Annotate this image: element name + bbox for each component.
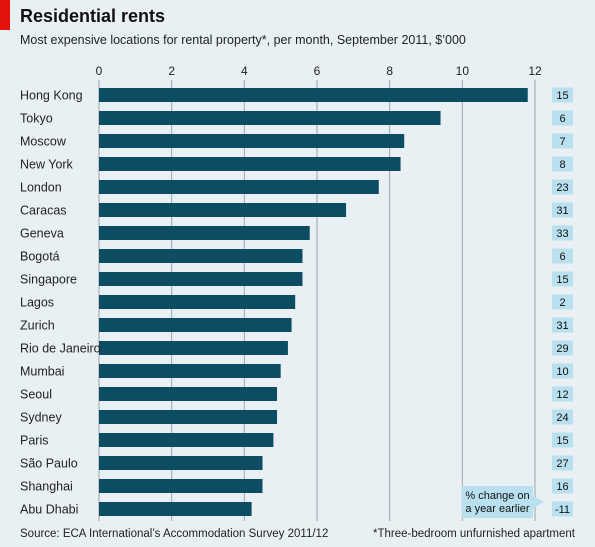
x-tick-labels: 0 2 4 6 8 10 12 <box>96 64 542 78</box>
change-legend-label: a year earlier <box>465 503 530 515</box>
change-badge <box>552 455 573 471</box>
category-label: Bogotá <box>20 250 60 264</box>
change-legend-label: % change on <box>465 490 529 502</box>
change-badge-label: 8 <box>559 159 565 171</box>
category-label: Shanghai <box>20 480 73 494</box>
change-badge-label: 15 <box>556 274 568 286</box>
change-badge-label: 24 <box>556 412 568 424</box>
category-label: Mumbai <box>20 365 64 379</box>
bar <box>99 111 441 125</box>
change-badge-label: 31 <box>556 205 568 217</box>
category-label: Singapore <box>20 273 77 287</box>
accent-bar <box>0 0 10 30</box>
change-badge <box>552 409 573 425</box>
category-label: Moscow <box>20 135 67 149</box>
bar <box>99 410 278 424</box>
category-label: London <box>20 181 62 195</box>
change-badge <box>552 271 573 287</box>
footnote: *Three-bedroom unfurnished apartment <box>372 528 575 540</box>
x-tick-label: 12 <box>528 64 542 78</box>
x-tick-label: 0 <box>96 64 103 78</box>
change-badge-label: 6 <box>559 113 565 125</box>
category-label: Caracas <box>20 204 67 218</box>
change-badge-label: 6 <box>559 251 565 263</box>
bar <box>99 180 379 194</box>
bars <box>99 88 528 516</box>
change-badge <box>552 87 573 103</box>
change-badge-label: -11 <box>555 504 570 516</box>
category-labels: Hong Kong Tokyo Moscow New York London Caraca… <box>20 89 101 517</box>
change-badge <box>552 478 573 494</box>
category-label: Lagos <box>20 296 54 310</box>
change-legend: % change ona year earlier <box>462 486 544 518</box>
category-label: Seoul <box>20 388 52 402</box>
change-badge-label: 29 <box>556 343 568 355</box>
bar <box>99 203 347 217</box>
x-tick-label: 8 <box>386 64 393 78</box>
bar <box>99 479 263 493</box>
change-badge <box>552 340 573 356</box>
chart-title: Residential rents <box>20 6 166 26</box>
bar <box>99 88 528 102</box>
bar <box>99 134 405 148</box>
change-badge-label: 15 <box>556 435 568 447</box>
category-label: São Paulo <box>20 457 78 471</box>
category-label: Paris <box>20 434 48 448</box>
bar <box>99 341 288 355</box>
bar <box>99 318 292 332</box>
bar <box>99 364 281 378</box>
change-badge-label: 15 <box>556 90 568 102</box>
x-tick-label: 10 <box>456 64 470 78</box>
change-badge <box>552 363 573 379</box>
change-badge <box>552 156 573 172</box>
change-badge-label: 31 <box>556 320 568 332</box>
category-label: Rio de Janeiro <box>20 342 101 356</box>
bar <box>99 295 296 309</box>
bar <box>99 502 252 516</box>
x-tick-label: 6 <box>314 64 321 78</box>
change-badge <box>552 225 573 241</box>
chart-subtitle: Most expensive locations for rental prop… <box>20 33 466 47</box>
change-badge-label: 33 <box>556 228 568 240</box>
x-tick-label: 4 <box>241 64 248 78</box>
change-badge <box>552 133 573 149</box>
bar <box>99 249 303 263</box>
change-badge-label: 2 <box>559 297 565 309</box>
category-label: Sydney <box>20 411 62 425</box>
bar <box>99 226 310 240</box>
source-note: Source: ECA International’s Accommodatio… <box>20 528 329 540</box>
change-badge <box>552 294 573 310</box>
bar <box>99 272 303 286</box>
bar <box>99 387 278 401</box>
category-label: Zurich <box>20 319 55 333</box>
change-badge <box>552 248 573 264</box>
change-badge-label: 16 <box>556 481 568 493</box>
category-label: Tokyo <box>20 112 53 126</box>
change-badge <box>552 110 573 126</box>
bar <box>99 157 401 171</box>
change-badge-label: 27 <box>556 458 568 470</box>
change-badge-label: 23 <box>556 182 568 194</box>
change-badge <box>552 386 573 402</box>
x-tick-label: 2 <box>168 64 175 78</box>
category-label: Hong Kong <box>20 89 83 103</box>
category-label: New York <box>20 158 74 172</box>
change-badge <box>552 317 573 333</box>
bar <box>99 433 274 447</box>
change-badge-label: 12 <box>556 389 568 401</box>
change-legend-box <box>462 486 533 518</box>
change-badges: 15 6 7 8 23 31 33 6 15 2 31 29 10 12 24 15 27 16 -11 <box>552 87 573 517</box>
change-badge <box>552 501 573 517</box>
change-badge <box>552 432 573 448</box>
change-badge <box>552 179 573 195</box>
change-badge-label: 7 <box>559 136 565 148</box>
bar <box>99 456 263 470</box>
category-label: Geneva <box>20 227 64 241</box>
category-label: Abu Dhabi <box>20 503 78 517</box>
change-badge-label: 10 <box>556 366 568 378</box>
change-badge <box>552 202 573 218</box>
change-legend-arrow <box>533 496 544 508</box>
